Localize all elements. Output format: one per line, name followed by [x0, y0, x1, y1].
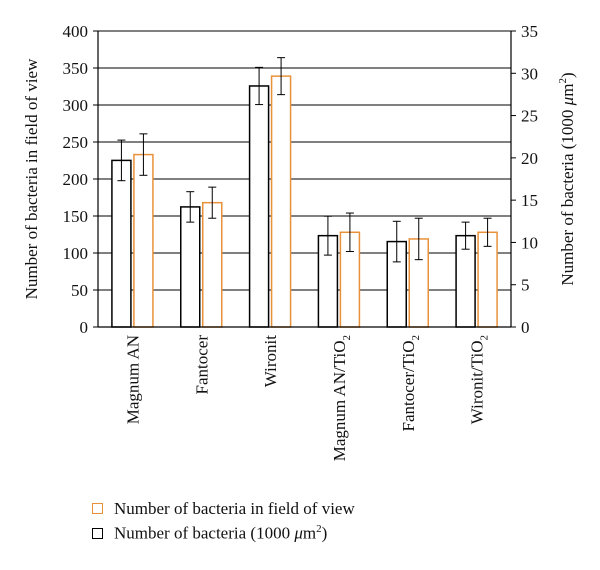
right-axis-label: Number of bacteria (1000 μm2) [557, 72, 577, 285]
left-tick-label: 100 [63, 244, 89, 263]
right-tick-label: 0 [521, 318, 530, 337]
legend-label-field-of-view: Number of bacteria in field of view [114, 498, 355, 518]
left-axis-label: Number of bacteria in field of view [22, 58, 41, 299]
x-tick-label-main: Fantocer [192, 335, 211, 395]
legend-label-per-area-sup: 2 [316, 523, 322, 536]
x-tick-label: Fantocer/TiO2 [399, 335, 422, 432]
right-axis-label-main: Number of bacteria (1000 [558, 105, 577, 285]
right-axis-label-close: ) [558, 72, 577, 78]
bar [202, 201, 223, 328]
x-tick-label-sub: 2 [479, 335, 491, 341]
left-tick-label: 300 [63, 96, 89, 115]
right-axis-ticks: 0 5 10 15 20 25 30 35 [511, 22, 538, 337]
chart-legend: Number of bacteria in field of view Numb… [92, 496, 355, 546]
x-tick-label-main: Magnum AN/TiO [330, 341, 349, 462]
left-axis-ticks: 0 50 100 150 200 250 300 350 400 [63, 22, 98, 337]
bar [133, 153, 154, 328]
legend-label-per-area-close: ) [321, 523, 328, 543]
legend-label-per-area: Number of bacteria (1000 μm2) [114, 523, 327, 544]
legend-label-per-area-mu: μ [294, 523, 303, 543]
legend-swatch-orange [92, 503, 103, 514]
x-tick-label: Magnum AN [123, 335, 142, 424]
legend-swatch-black [92, 528, 103, 539]
x-tick-label-main: Fantocer/TiO [399, 341, 418, 432]
x-tick-label-main: Magnum AN [123, 335, 142, 424]
left-tick-label: 250 [63, 133, 89, 152]
x-tick-label: Wironit/TiO2 [468, 335, 491, 424]
x-axis-category-labels: Magnum AN Fantocer Wironit Magnum AN/TiO2Fa… [123, 335, 490, 462]
legend-item-per-area: Number of bacteria (1000 μm2) [92, 521, 355, 546]
right-tick-label: 25 [521, 107, 538, 126]
right-axis-label-unit: m [558, 84, 577, 97]
x-tick-label: Fantocer [192, 335, 211, 395]
right-tick-label: 10 [521, 233, 538, 252]
x-tick-label-main: Wironit/TiO [468, 341, 487, 425]
right-tick-label: 30 [521, 64, 538, 83]
left-tick-label: 200 [63, 170, 89, 189]
gridlines [98, 30, 511, 291]
right-tick-label: 15 [521, 191, 538, 210]
bar [180, 206, 201, 328]
left-tick-label: 350 [63, 59, 89, 78]
right-axis-label-mu: μ [558, 97, 577, 107]
x-tick-label-main: Wironit [261, 335, 280, 387]
bar [248, 85, 270, 328]
x-tick-label-sub: 2 [410, 335, 422, 341]
left-tick-label: 0 [80, 318, 89, 337]
x-tick-label: Magnum AN/TiO2 [330, 335, 353, 461]
right-tick-label: 20 [521, 149, 538, 168]
left-tick-label: 400 [63, 22, 89, 41]
bar [270, 75, 292, 328]
left-tick-label: 50 [71, 281, 88, 300]
x-tick-label-sub: 2 [341, 335, 353, 341]
legend-label-per-area-unit: m [302, 523, 317, 543]
bars-layer [111, 57, 498, 328]
right-tick-label: 35 [521, 22, 538, 41]
bar [111, 159, 132, 328]
right-tick-label: 5 [521, 276, 530, 295]
legend-item-field-of-view: Number of bacteria in field of view [92, 496, 355, 521]
legend-label-per-area-main: Number of bacteria (1000 [114, 523, 295, 543]
x-tick-label: Wironit [261, 335, 280, 387]
right-axis-label-sup: 2 [557, 78, 569, 84]
left-tick-label: 150 [63, 207, 89, 226]
